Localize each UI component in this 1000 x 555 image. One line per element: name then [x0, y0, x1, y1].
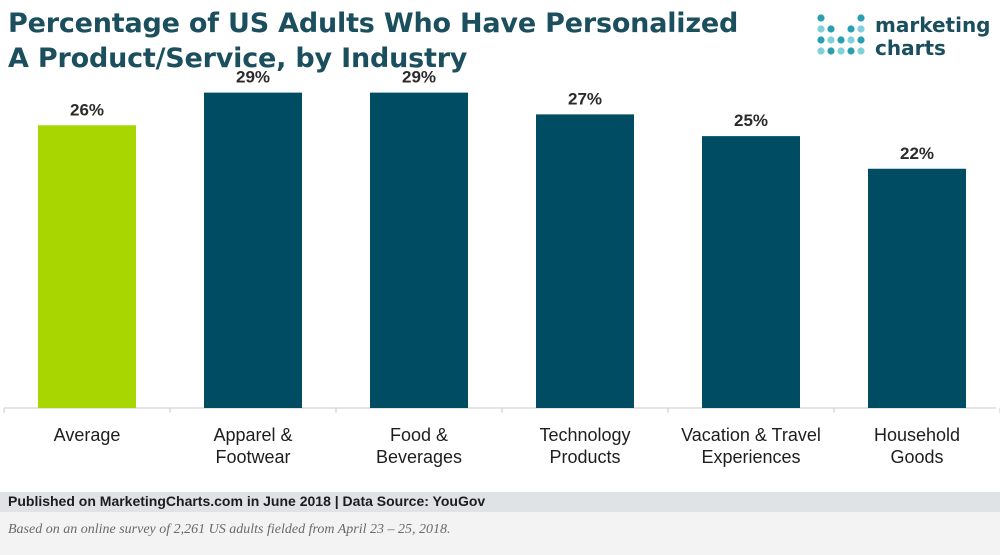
bar [38, 125, 136, 408]
footer-source-text: Published on MarketingCharts.com in June… [8, 493, 486, 509]
logo-dot [817, 25, 825, 33]
logo-dots-icon [817, 14, 865, 55]
footer-note-background [0, 512, 1000, 555]
category-label: Beverages [376, 447, 462, 467]
category-label: Technology [539, 425, 630, 445]
category-label: Goods [890, 447, 943, 467]
bar-value-label: 25% [734, 111, 768, 130]
bar [204, 92, 302, 408]
bar [868, 168, 966, 408]
logo-dot [817, 14, 825, 22]
logo-dot [837, 47, 845, 55]
logo-dot [857, 36, 865, 44]
footer-source-bar [0, 492, 1000, 512]
logo-dot [817, 36, 825, 44]
logo-dot [837, 36, 845, 44]
logo-text: marketing charts [875, 14, 991, 60]
logo-dot [857, 47, 865, 55]
logo-text-line-2: charts [875, 36, 946, 60]
bar-value-label: 27% [568, 89, 602, 108]
logo-dot [827, 25, 835, 33]
category-label: Footwear [215, 447, 290, 467]
bar-value-label: 26% [70, 100, 104, 119]
logo-dot [827, 47, 835, 55]
logo-dot [847, 25, 855, 33]
logo-text-line-1: marketing [875, 13, 991, 37]
bar-chart: 26% 29% 29% 27% 25% 22% Average Apparel &Footw… [3, 68, 1000, 467]
category-label: Experiences [701, 447, 800, 467]
logo-dot [847, 47, 855, 55]
logo-dot [857, 25, 865, 33]
category-label: Vacation & Travel [681, 425, 821, 445]
bar [702, 136, 800, 408]
bar [370, 92, 468, 408]
chart-title: Percentage of US Adults Who Have Persona… [8, 6, 768, 76]
logo-dot [817, 47, 825, 55]
category-label: Apparel & [213, 425, 292, 445]
category-label: Household [874, 425, 960, 445]
bar [536, 114, 634, 408]
category-label: Products [549, 447, 620, 467]
bar-value-label: 29% [236, 68, 270, 87]
footer-note-text: Based on an online survey of 2,261 US ad… [8, 522, 451, 537]
bar-value-label: 22% [900, 144, 934, 163]
chart-title-line-2: A Product/Service, by Industry [8, 43, 468, 74]
category-label: Food & [390, 425, 448, 445]
logo-dot [827, 36, 835, 44]
logo-dot [857, 14, 865, 22]
category-label: Average [54, 425, 121, 445]
logo-dot [847, 36, 855, 44]
bar-value-label: 29% [402, 68, 436, 87]
marketingcharts-logo: marketing charts [815, 12, 995, 62]
chart-title-line-1: Percentage of US Adults Who Have Persona… [8, 8, 739, 39]
